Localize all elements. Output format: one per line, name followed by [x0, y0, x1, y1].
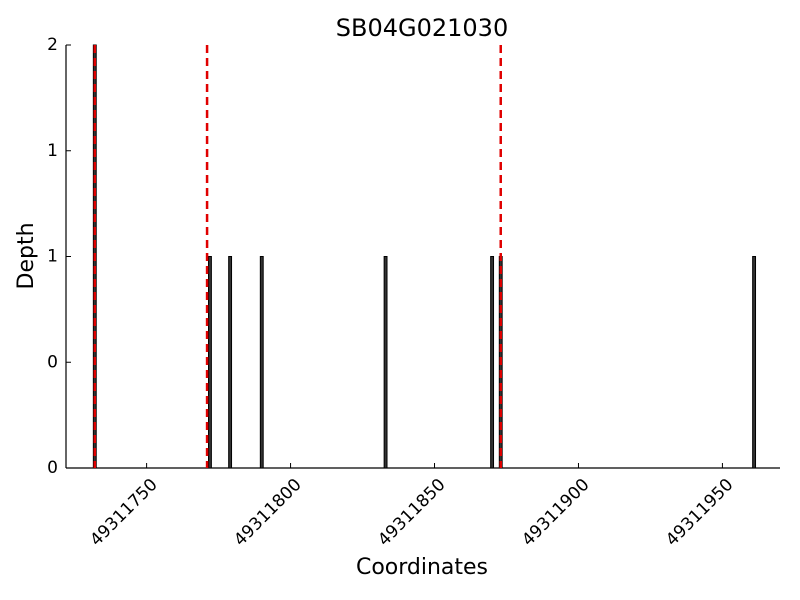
y-tick-label: 0 [47, 352, 58, 372]
bar [259, 256, 264, 469]
y-tick-label: 0 [47, 458, 58, 478]
x-tick-label: 49311800 [230, 475, 305, 550]
x-tick-label: 49311900 [518, 475, 593, 550]
bar [383, 256, 388, 469]
x-axis-label: Coordinates [356, 555, 488, 580]
bar [208, 256, 212, 469]
bar [752, 256, 757, 469]
y-axis-label: Depth [14, 222, 39, 289]
y-tick-label: 1 [47, 141, 58, 161]
x-tick-label: 49311850 [374, 475, 449, 550]
bar [490, 256, 495, 469]
x-tick-label: 49311950 [662, 475, 737, 550]
y-tick-label: 2 [47, 35, 58, 55]
chart-title: SB04G021030 [336, 14, 508, 42]
bar [228, 256, 233, 469]
x-tick-label: 49311750 [86, 475, 161, 550]
y-tick-label: 1 [47, 247, 58, 267]
